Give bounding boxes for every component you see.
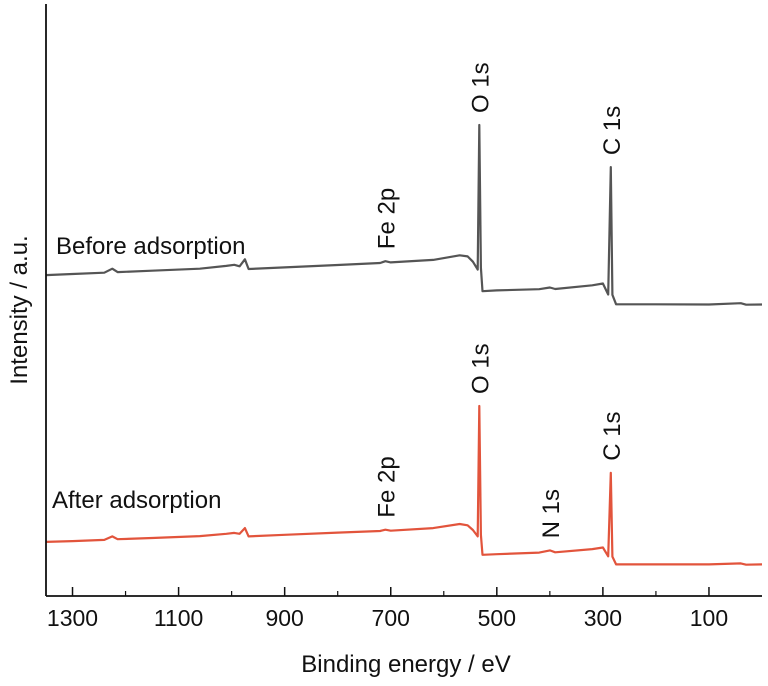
peak-label-c-1s-0: C 1s [599, 106, 626, 155]
x-tick-label-100: 100 [690, 605, 728, 631]
y-axis-title: Intensity / a.u. [6, 235, 33, 384]
series-line-before-adsorption [45, 123, 763, 306]
series-layer [45, 123, 763, 566]
series-label-1: After adsorption [52, 487, 221, 514]
x-tick-label-1300: 1300 [47, 605, 98, 631]
series-line-after-adsorption [45, 404, 763, 566]
label-layer: Before adsorption After adsorption O 1s C 1… [52, 62, 626, 538]
peak-label-o-1s-1: O 1s [467, 343, 494, 394]
x-tick-label-900: 900 [265, 605, 303, 631]
x-tick-label-700: 700 [372, 605, 410, 631]
axis-layer: 1300 1100 900 700 500 300 100 [45, 4, 762, 631]
peak-label-o-1s-0: O 1s [467, 62, 494, 113]
x-axis-title: Binding energy / eV [301, 651, 510, 678]
x-tick-label-300: 300 [584, 605, 622, 631]
x-tick-label-1100: 1100 [154, 605, 203, 631]
series-label-0: Before adsorption [56, 233, 245, 260]
peak-label-n-1s-1: N 1s [538, 489, 565, 538]
peak-label-fe-2p-0: Fe 2p [373, 188, 400, 249]
peak-label-c-1s-1: C 1s [599, 411, 626, 460]
x-tick-label-500: 500 [478, 605, 516, 631]
peak-label-fe-2p-1: Fe 2p [373, 456, 400, 517]
